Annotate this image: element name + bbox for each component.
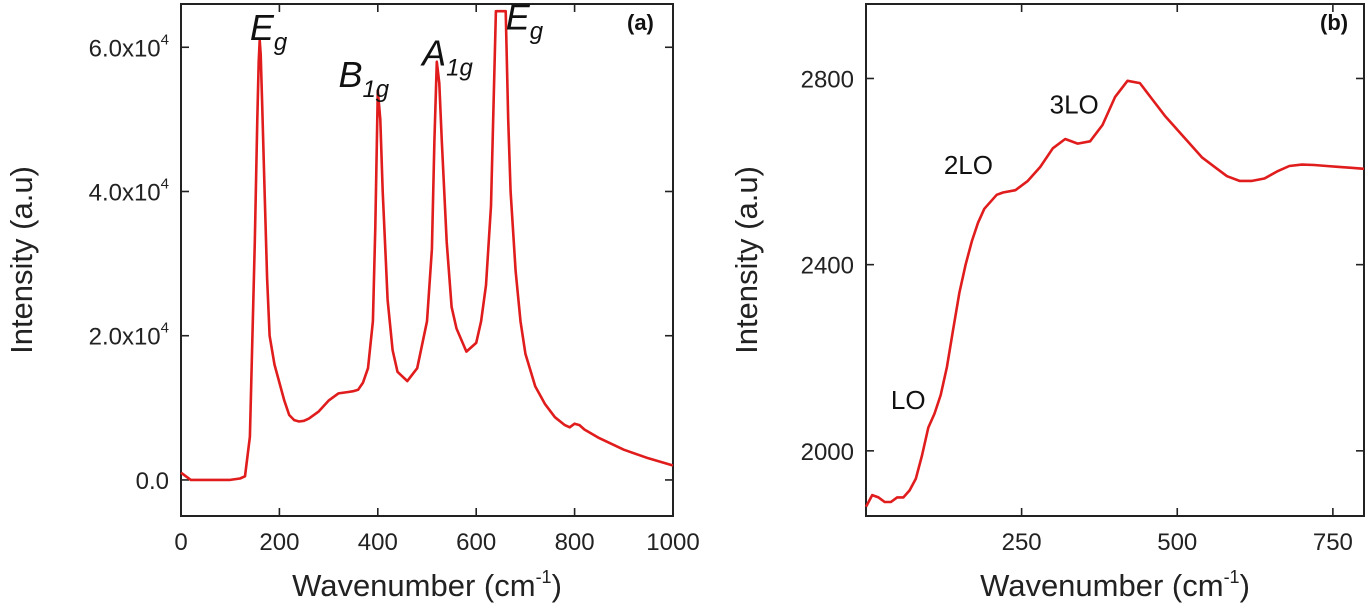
y-tick-label-exponent: 4 [161, 31, 169, 48]
peak-label-sub: g [530, 18, 544, 45]
x-axis-label-a-text: Wavenumber (cm [292, 568, 535, 603]
peak-label-main: B [338, 54, 362, 95]
x-ticks-b: 250 500 750 [1002, 4, 1353, 556]
x-ticks-a: 0 200 400 600 800 1000 [174, 4, 700, 556]
y-tick-label-mantissa: 0.0 [136, 468, 169, 495]
peak-label-main: A [420, 32, 446, 73]
x-tick-label: 750 [1313, 529, 1353, 556]
x-tick-label: 500 [1157, 529, 1197, 556]
y-tick-label-exponent: 4 [161, 320, 169, 337]
y-axis-label-b: Intensity (a.u) [729, 166, 764, 354]
x-tick-label: 800 [555, 529, 595, 556]
peak-annotations-b: LO 2LO 3LO [891, 89, 1099, 415]
spectrum-line-b [864, 79, 1365, 508]
x-axis-label-b-close: ) [1240, 568, 1250, 603]
y-tick-label-mantissa: 4.0x10 [89, 179, 161, 206]
y-ticks-b: 2000 2400 2800 [801, 66, 1364, 466]
y-tick-label: 0.0 [136, 468, 169, 495]
x-axis-label-a-sup: -1 [536, 567, 552, 587]
peak-label: Eg [506, 0, 544, 45]
y-tick-label: 2400 [801, 253, 854, 280]
x-axis-label-a: Wavenumber (cm-1) [292, 567, 562, 603]
x-axis-label-b-text: Wavenumber (cm [980, 568, 1223, 603]
plot-frame-b [865, 3, 1365, 517]
x-tick-label: 1000 [646, 529, 699, 556]
peak-label-main: E [506, 0, 531, 37]
peak-label-sub: g [274, 29, 288, 56]
x-tick-label: 200 [259, 529, 299, 556]
x-tick-label: 400 [358, 529, 398, 556]
y-tick-label: 2.0x104 [89, 320, 169, 351]
y-tick-label: 6.0x104 [89, 31, 169, 62]
y-tick-label: 2000 [801, 439, 854, 466]
peak-label: Eg [250, 7, 288, 56]
y-tick-label: 4.0x104 [89, 175, 169, 206]
y-tick-label: 2800 [801, 66, 854, 93]
x-axis-label-b-sup: -1 [1224, 567, 1240, 587]
y-tick-label-mantissa: 2.0x10 [89, 324, 161, 351]
panel-b: 250 500 750 2000 2400 2800 LO 2LO 3LO (b) Wave… [729, 3, 1365, 603]
y-tick-label-exponent: 4 [161, 175, 169, 192]
peak-label-main: E [250, 7, 275, 48]
panel-label-a: (a) [627, 10, 654, 35]
x-tick-label: 600 [456, 529, 496, 556]
spectrum-line-a [180, 9, 674, 482]
x-axis-label-a-close: ) [552, 568, 562, 603]
y-tick-label-mantissa: 6.0x10 [89, 35, 161, 62]
x-tick-label: 250 [1002, 529, 1042, 556]
peak-label: B1g [338, 54, 389, 103]
peak-label: 3LO [1050, 89, 1099, 119]
x-tick-label: 0 [174, 529, 187, 556]
peak-label-sub: 1g [446, 54, 473, 81]
peak-label: LO [891, 385, 926, 415]
panel-label-b: (b) [1320, 10, 1348, 35]
peak-label: 2LO [944, 150, 993, 180]
x-axis-label-b: Wavenumber (cm-1) [980, 567, 1250, 603]
panel-a: 0 200 400 600 800 1000 0.02.0x1044.0x1046.0x1… [4, 0, 700, 603]
plot-frame-a [180, 3, 674, 517]
peak-label-sub: 1g [362, 76, 389, 103]
y-axis-label-a: Intensity (a.u) [4, 166, 39, 354]
peak-label: A1g [420, 32, 473, 81]
